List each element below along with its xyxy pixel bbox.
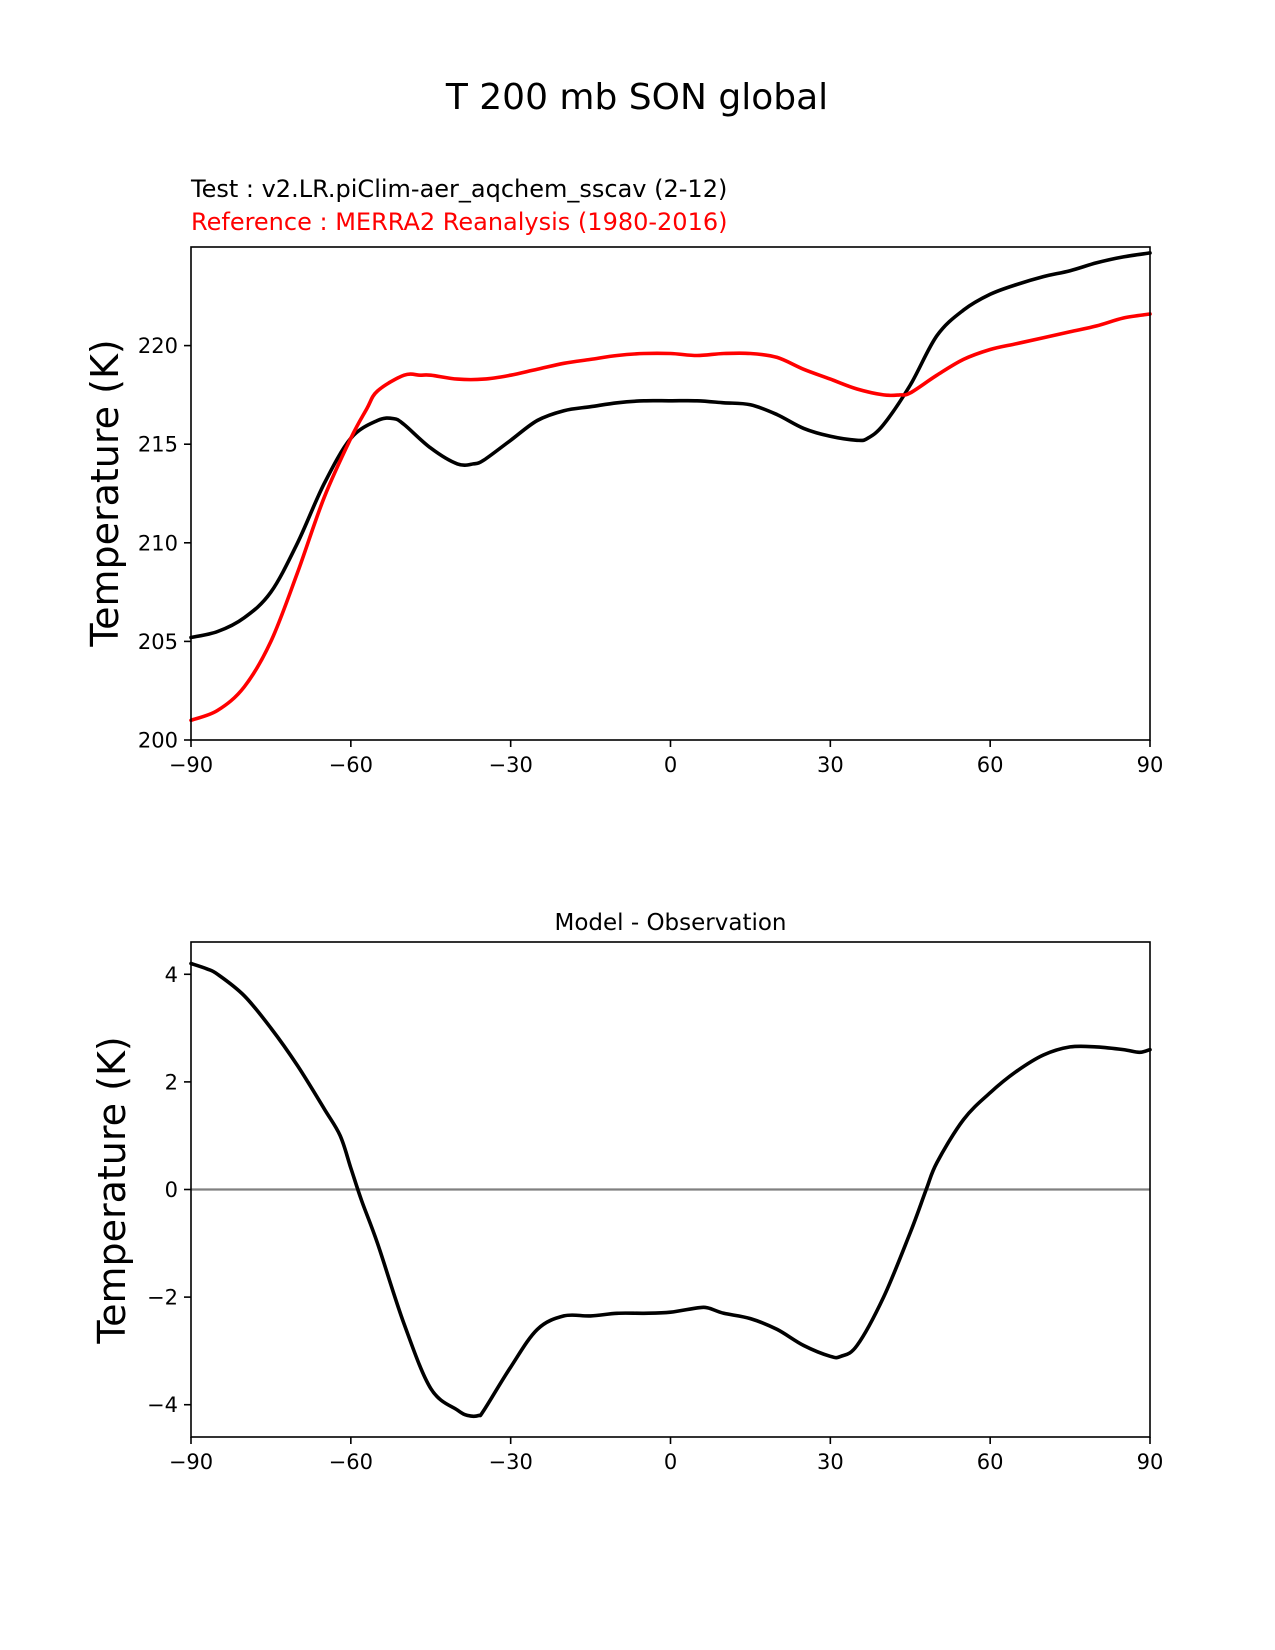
y-tick-label: −4	[147, 1393, 178, 1417]
x-tick-label: −30	[489, 753, 533, 777]
y-tick-label: −2	[147, 1286, 178, 1310]
x-tick-label: 60	[977, 753, 1004, 777]
x-tick-label: 90	[1137, 1450, 1164, 1474]
reference-label: Reference : MERRA2 Reanalysis (1980-2016…	[191, 208, 727, 236]
series-line-reference	[189, 312, 1152, 723]
y-tick-label: 2	[165, 1070, 178, 1094]
x-tick-label: 90	[1137, 753, 1164, 777]
y-tick-label: 4	[165, 963, 178, 987]
x-tick-label: −90	[169, 1450, 213, 1474]
x-tick-label: 60	[977, 1450, 1004, 1474]
difference-chart: Model - Observation −90 −60 −30 0 30 60 90 −4 −2 0…	[90, 910, 1163, 1474]
y-tick-label: 220	[138, 334, 178, 358]
y-tick-label: 200	[138, 729, 178, 753]
x-tick-label: −30	[489, 1450, 533, 1474]
series-line-test	[189, 251, 1152, 640]
y-axis-label: Temperature (K)	[83, 339, 127, 647]
upper-chart: −90 −60 −30 0 30 60 90 200 205 210 215 220 Temperatu…	[83, 246, 1164, 777]
subplot-title: Model - Observation	[554, 910, 786, 936]
x-tick-label: 30	[817, 753, 844, 777]
x-tick-label: 0	[664, 1450, 677, 1474]
axes-frame	[190, 246, 1151, 741]
x-tick-label: 0	[664, 753, 677, 777]
y-axis-label: Temperature (K)	[90, 1036, 134, 1344]
y-tick-label: 205	[138, 630, 178, 654]
y-tick-label: 210	[138, 531, 178, 555]
y-tick-label: 215	[138, 433, 178, 457]
x-tick-label: −90	[169, 753, 213, 777]
test-label: Test : v2.LR.piClim-aer_aqchem_sscav (2-…	[190, 175, 727, 203]
figure-title: T 200 mb SON global	[445, 77, 828, 118]
y-tick-label: 0	[165, 1178, 178, 1202]
series-line-model-observation	[189, 961, 1152, 1418]
x-tick-label: −60	[329, 753, 373, 777]
x-tick-label: −60	[329, 1450, 373, 1474]
x-tick-label: 30	[817, 1450, 844, 1474]
